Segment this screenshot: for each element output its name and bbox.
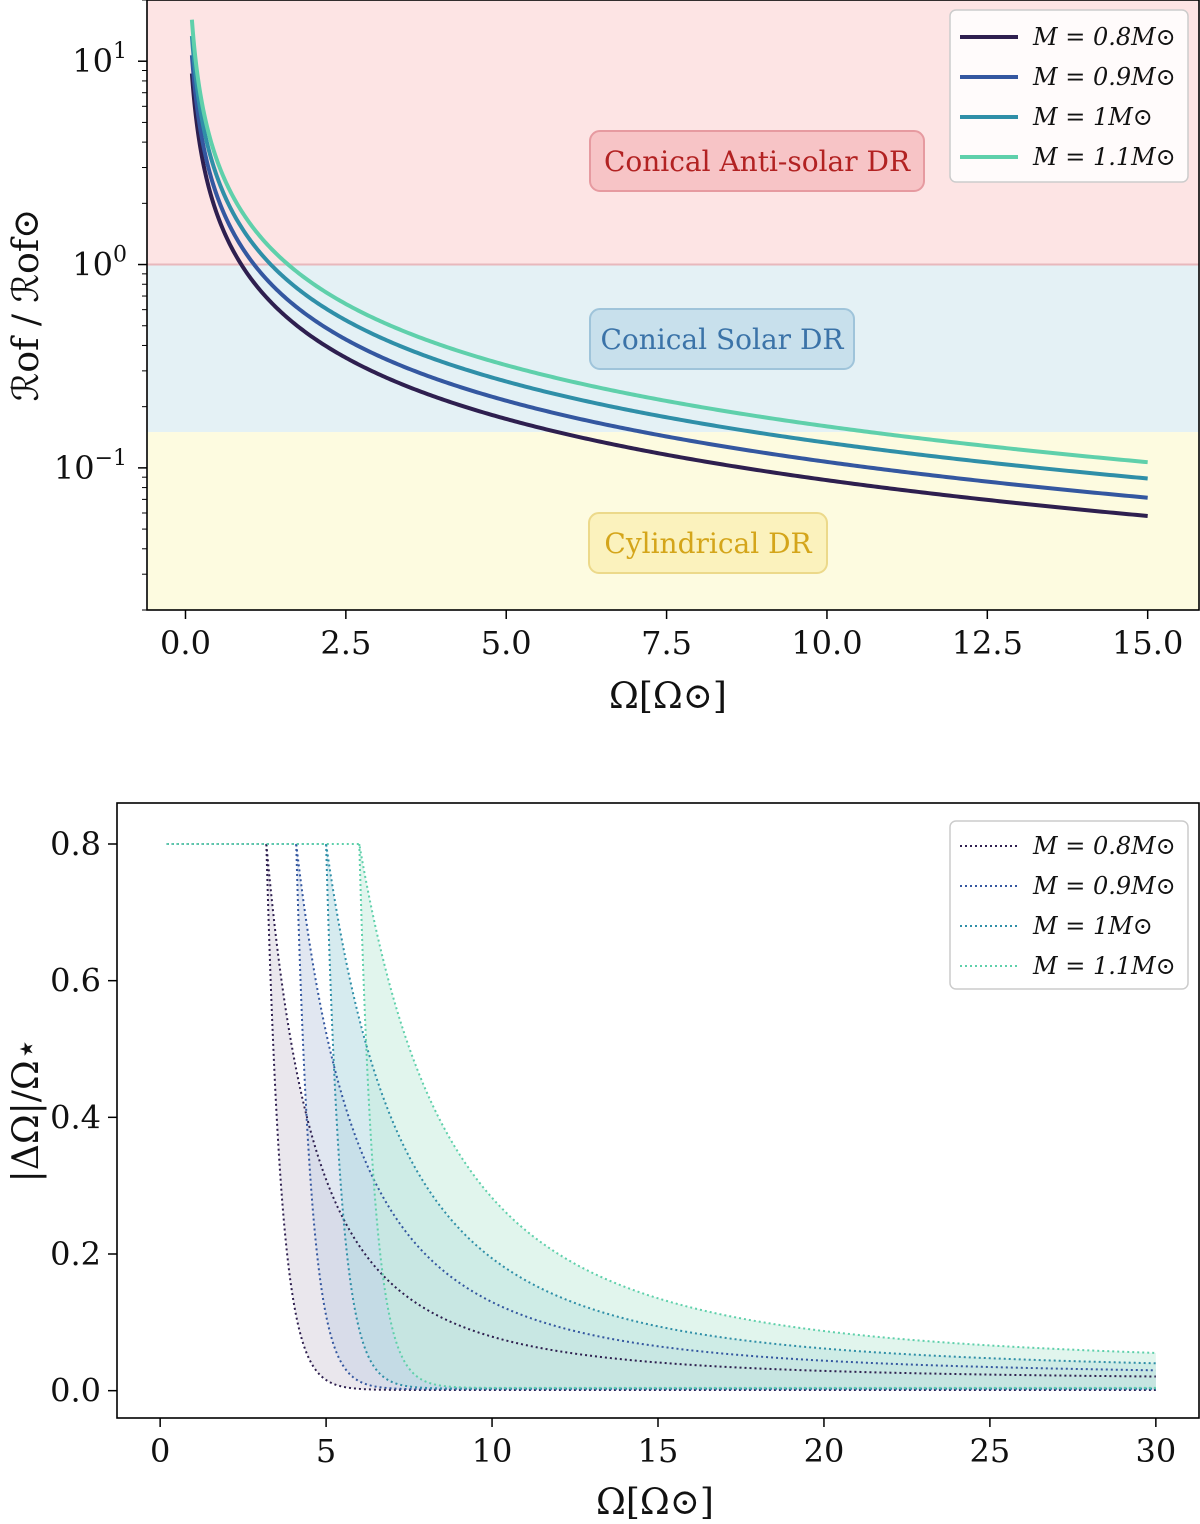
- top-legend-label-2: M = 1M⊙: [1032, 103, 1153, 131]
- bottom-x-tick-label: 25: [970, 1432, 1011, 1470]
- bottom-series-lower-0: [265, 843, 1156, 1391]
- top-series-line-3: [189, 19, 1148, 465]
- bottom-legend-label-2: M = 1M⊙: [1032, 912, 1153, 940]
- top-x-tick-label: 15.0: [1112, 624, 1183, 662]
- top-x-axis-label: Ω[Ω⊙]: [609, 676, 727, 717]
- region-label-2: Cylindrical DR: [604, 527, 812, 560]
- bottom-y-tick-label: 0.8: [50, 825, 101, 863]
- top-legend-label-0: M = 0.8M⊙: [1032, 23, 1176, 51]
- bottom-legend-frame: [949, 820, 1189, 990]
- top-axes-frame: [146, 0, 1200, 611]
- bottom-y-tick-label: 0.0: [50, 1372, 101, 1410]
- bottom-legend-label-0: M = 0.8M⊙: [1032, 832, 1176, 860]
- region-label-1: Conical Solar DR: [600, 323, 844, 356]
- bottom-x-tick-label: 10: [472, 1432, 513, 1470]
- top-y-tick-label: 100: [72, 243, 127, 284]
- top-legend-label-1: M = 0.9M⊙: [1032, 63, 1176, 91]
- bottom-series-lower-3: [358, 843, 1156, 1389]
- top-series-line-1: [189, 55, 1148, 500]
- top-panel: 0.0 2.5 5.0 7.5 10.0 12.5 15.0 101 100 10−1 Coni…: [6, 0, 1200, 717]
- region-label-box-1: [589, 308, 855, 370]
- top-x-tick-label: 0.0: [160, 624, 211, 662]
- top-x-tick-label: 5.0: [481, 624, 532, 662]
- bottom-x-tick-label: 20: [804, 1432, 845, 1470]
- top-legend-frame: [949, 9, 1189, 183]
- top-y-tick-label: 10−1: [54, 446, 127, 487]
- top-x-tick-label: 7.5: [641, 624, 692, 662]
- top-x-tick-label: 10.0: [791, 624, 862, 662]
- bottom-y-tick-label: 0.6: [50, 962, 101, 1000]
- top-x-tick-label: 12.5: [952, 624, 1023, 662]
- bottom-series-upper-3: [166, 843, 1156, 1354]
- region-label-0: Conical Anti-solar DR: [604, 145, 911, 178]
- bottom-panel: 0 5 10 15 20 25 30 0.0 0.2 0.4 0.6 0.8 M = 0.8M⊙ M …: [6, 802, 1200, 1523]
- bottom-series-band-3: [359, 844, 1156, 1388]
- bottom-x-tick-label: 0: [150, 1432, 170, 1470]
- bottom-x-tick-label: 15: [638, 1432, 679, 1470]
- bottom-series-lower-2: [325, 843, 1156, 1390]
- top-y-axis-label: ℛof / ℛof⊙: [6, 209, 47, 402]
- region-label-box-0: [589, 130, 925, 192]
- bottom-y-tick-label: 0.2: [50, 1235, 101, 1273]
- bottom-x-tick-label: 5: [316, 1432, 336, 1470]
- bottom-legend-label-3: M = 1.1M⊙: [1032, 952, 1176, 980]
- region-label-box-2: [588, 512, 828, 574]
- bottom-y-tick-label: 0.4: [50, 1098, 101, 1136]
- top-legend-label-3: M = 1.1M⊙: [1032, 143, 1176, 171]
- top-x-tick-label: 2.5: [320, 624, 371, 662]
- bottom-series-upper-0: [166, 843, 1156, 1378]
- top-series-line-0: [189, 73, 1148, 518]
- bottom-y-axis-label: |ΔΩ|/Ω⋆: [6, 1038, 47, 1183]
- top-series-line-2: [189, 35, 1148, 481]
- bottom-x-axis-label: Ω[Ω⊙]: [596, 1482, 714, 1523]
- bottom-x-tick-label: 30: [1135, 1432, 1176, 1470]
- top-y-tick-label: 101: [72, 39, 127, 80]
- bottom-legend-label-1: M = 0.9M⊙: [1032, 872, 1176, 900]
